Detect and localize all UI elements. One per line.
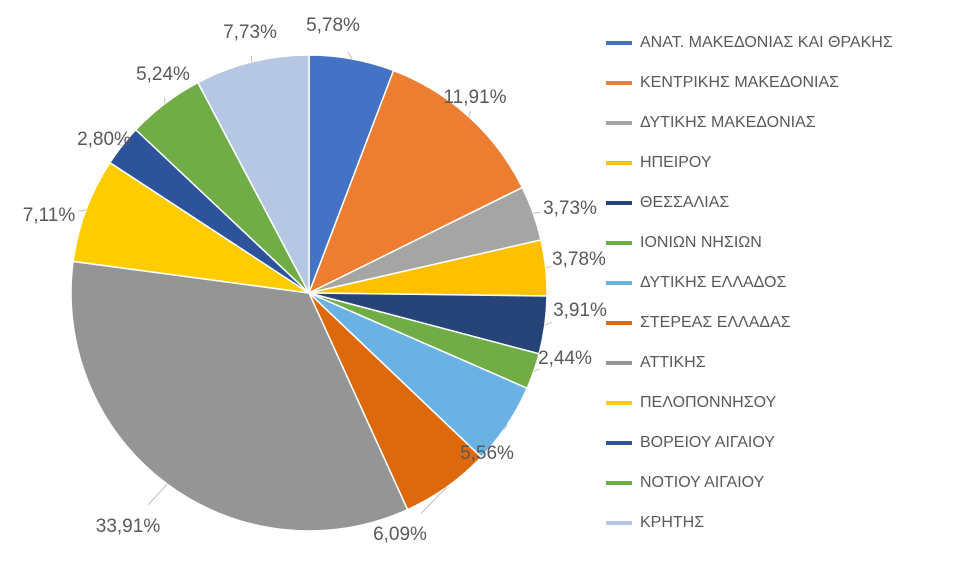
legend: ΑΝΑΤ. ΜΑΚΕΔΟΝΙΑΣ ΚΑΙ ΘΡΑΚΗΣ ΚΕΝΤΡΙΚΗΣ ΜΑΚ… [606, 32, 956, 552]
pie-chart-container: ΑΝΑΤ. ΜΑΚΕΔΟΝΙΑΣ ΚΑΙ ΘΡΑΚΗΣ ΚΕΝΤΡΙΚΗΣ ΜΑΚ… [0, 0, 976, 586]
leader-line [545, 322, 552, 325]
legend-item: ΠΕΛΟΠΟΝΝΗΣΟΥ [606, 392, 956, 414]
legend-item: ΒΟΡΕΙΟΥ ΑΙΓΑΙΟΥ [606, 432, 956, 454]
legend-label: ΗΠΕΙΡΟΥ [640, 154, 712, 172]
slice-label: 5,78% [306, 15, 360, 37]
slice-label: 3,73% [543, 198, 597, 220]
legend-label: ΚΡΗΤΗΣ [640, 514, 704, 532]
legend-label: ΔΥΤΙΚΗΣ ΕΛΛΑΔΟΣ [640, 274, 786, 292]
legend-label: ΠΕΛΟΠΟΝΝΗΣΟΥ [640, 394, 776, 412]
legend-item: ΑΝΑΤ. ΜΑΚΕΔΟΝΙΑΣ ΚΑΙ ΘΡΑΚΗΣ [606, 32, 956, 54]
slice-label: 2,80% [77, 129, 131, 151]
slice-label: 11,91% [443, 87, 506, 109]
leader-line [546, 266, 552, 267]
slice-label: 3,78% [552, 249, 606, 271]
legend-label: ΑΝΑΤ. ΜΑΚΕΔΟΝΙΑΣ ΚΑΙ ΘΡΑΚΗΣ [640, 34, 893, 52]
legend-swatch [606, 161, 632, 165]
legend-item: ΔΥΤΙΚΗΣ ΜΑΚΕΔΟΝΙΑΣ [606, 112, 956, 134]
legend-item: ΑΤΤΙΚΗΣ [606, 352, 956, 374]
legend-label: ΔΥΤΙΚΗΣ ΜΑΚΕΔΟΝΙΑΣ [640, 114, 816, 132]
legend-swatch [606, 521, 632, 525]
legend-item: ΚΕΝΤΡΙΚΗΣ ΜΑΚΕΔΟΝΙΑΣ [606, 72, 956, 94]
legend-label: ΚΕΝΤΡΙΚΗΣ ΜΑΚΕΔΟΝΙΑΣ [640, 74, 839, 92]
leader-line [469, 111, 471, 117]
slice-label: 6,09% [373, 524, 427, 546]
slice-label: 5,24% [136, 64, 190, 86]
legend-item: ΘΕΣΣΑΛΙΑΣ [606, 192, 956, 214]
legend-label: ΑΤΤΙΚΗΣ [640, 354, 706, 372]
legend-label: ΝΟΤΙΟΥ ΑΙΓΑΙΟΥ [640, 474, 764, 492]
legend-item: ΝΟΤΙΟΥ ΑΙΓΑΙΟΥ [606, 472, 956, 494]
slice-label: 7,11% [23, 205, 75, 227]
legend-label: ΙΟΝΙΩΝ ΝΗΣΙΩΝ [640, 234, 762, 252]
slice-label: 5,56% [460, 443, 514, 465]
legend-item: ΙΟΝΙΩΝ ΝΗΣΙΩΝ [606, 232, 956, 254]
legend-swatch [606, 321, 632, 325]
legend-swatch [606, 81, 632, 85]
legend-swatch [606, 121, 632, 125]
slice-label: 2,44% [538, 348, 592, 370]
legend-label: ΒΟΡΕΙΟΥ ΑΙΓΑΙΟΥ [640, 434, 775, 452]
legend-swatch [606, 241, 632, 245]
legend-item: ΚΡΗΤΗΣ [606, 512, 956, 534]
slice-label: 33,91% [96, 516, 160, 538]
legend-swatch [606, 281, 632, 285]
legend-swatch [606, 481, 632, 485]
legend-label: ΣΤΕΡΕΑΣ ΕΛΛΑΔΑΣ [640, 314, 791, 332]
legend-item: ΣΤΕΡΕΑΣ ΕΛΛΑΔΑΣ [606, 312, 956, 334]
legend-swatch [606, 441, 632, 445]
legend-swatch [606, 401, 632, 405]
legend-swatch [606, 41, 632, 45]
legend-swatch [606, 361, 632, 365]
legend-item: ΔΥΤΙΚΗΣ ΕΛΛΑΔΟΣ [606, 272, 956, 294]
legend-label: ΘΕΣΣΑΛΙΑΣ [640, 194, 729, 212]
leader-line [148, 484, 167, 505]
slice-label: 7,73% [223, 22, 277, 44]
leader-line [533, 212, 540, 213]
legend-swatch [606, 201, 632, 205]
legend-item: ΗΠΕΙΡΟΥ [606, 152, 956, 174]
slice-label: 3,91% [553, 300, 607, 322]
